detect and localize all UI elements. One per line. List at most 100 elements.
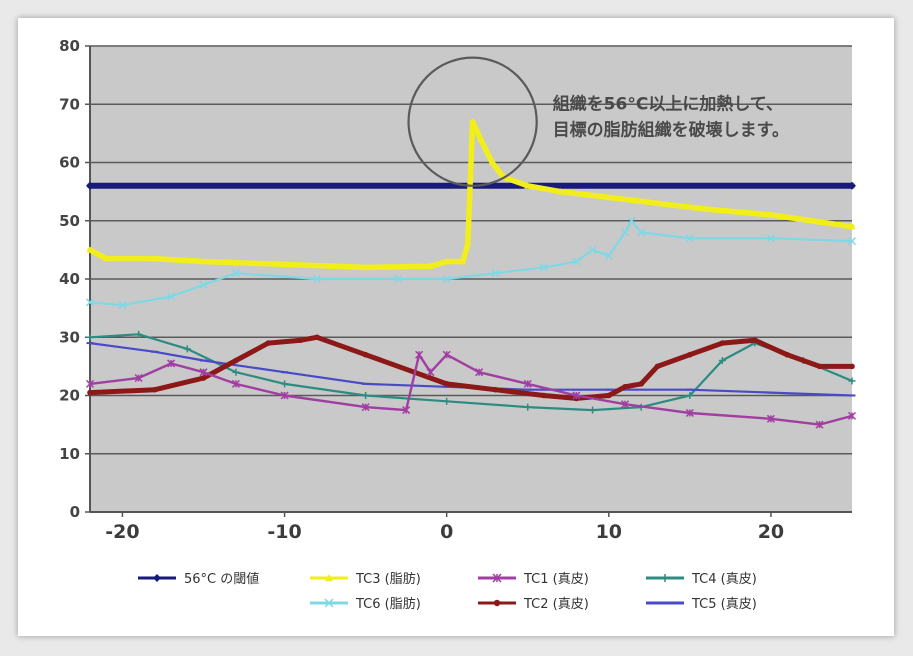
triangle-marker (199, 258, 207, 265)
triangle-marker (488, 159, 496, 166)
circle-marker (492, 386, 499, 393)
triangle-marker (281, 260, 289, 268)
y-tick-label: 30 (59, 328, 80, 346)
series-6 (86, 342, 856, 397)
plus-marker (281, 380, 289, 388)
triangle-marker (477, 135, 485, 142)
x-tick-label: -20 (105, 521, 139, 543)
plus-marker (686, 392, 694, 399)
plus-marker (232, 368, 240, 376)
x-marker (118, 301, 127, 310)
triangle-marker (848, 223, 856, 230)
triangle-marker (524, 182, 532, 189)
circle-marker (622, 383, 628, 390)
x-marker (637, 228, 646, 237)
star-marker (167, 359, 176, 368)
circle-marker (606, 392, 612, 399)
star-marker (426, 368, 435, 377)
x-marker (312, 274, 322, 284)
annotation-line: 組織を56°C以上に加熱して、 (553, 94, 783, 115)
x-marker (394, 274, 403, 284)
circle-marker (638, 381, 645, 387)
legend-item: 56°C の閾値 (138, 571, 259, 587)
triangle-marker (469, 118, 477, 125)
star-marker (815, 420, 824, 429)
circle-marker (784, 351, 790, 358)
x-tick-labels: -20 -10 0 10 20 (105, 512, 784, 543)
triangle-marker (443, 258, 451, 265)
x-marker (766, 234, 775, 243)
annotation-line: 目標の脂肪組織を破壊します。 (553, 120, 789, 141)
x-marker (167, 292, 176, 301)
legend-item: TC4 (真皮) (646, 572, 757, 587)
legend-item: TC1 (真皮) (478, 572, 589, 587)
plus-marker (661, 574, 669, 582)
triangle-marker (605, 193, 613, 201)
y-tick-label: 20 (59, 387, 80, 405)
x-marker (620, 228, 630, 237)
y-tick-label: 80 (59, 37, 80, 55)
y-tick-label: 0 (70, 503, 80, 521)
plus-marker (183, 345, 191, 353)
star-marker (280, 391, 289, 400)
y-tick-label: 70 (59, 95, 80, 113)
legend-label: TC4 (真皮) (691, 572, 757, 587)
x-tick-label: 20 (758, 521, 784, 543)
x-tick-label: 0 (440, 521, 453, 543)
x-marker (685, 234, 694, 243)
star-marker (685, 408, 694, 418)
legend-item: TC2 (真皮) (478, 597, 589, 612)
circle-marker (816, 363, 823, 370)
x-marker (627, 216, 636, 225)
triangle-marker (325, 574, 333, 582)
star-marker (523, 379, 532, 388)
star-marker (85, 379, 95, 388)
x-marker (199, 280, 208, 289)
x-marker (324, 598, 334, 608)
plus-marker (589, 406, 597, 414)
star-marker (492, 573, 502, 583)
triangle-marker (102, 255, 110, 262)
star-marker (134, 373, 143, 383)
triangle-marker (702, 205, 710, 212)
x-marker (231, 269, 240, 278)
circle-marker (297, 337, 304, 343)
y-tick-label: 10 (59, 445, 80, 463)
x-marker (539, 263, 548, 272)
series-1 (86, 118, 856, 271)
legend-label: TC5 (真皮) (691, 597, 757, 612)
legend-label: TC2 (真皮) (523, 597, 589, 612)
circle-marker (87, 389, 93, 396)
y-tick-label: 50 (59, 212, 80, 230)
plus-marker (718, 357, 726, 365)
legend: 56°C の閾値 TC3 (脂肪) TC1 (真皮) TC4 (真皮) TC6 (脂肪)… (138, 571, 757, 612)
highlight-circle (407, 56, 538, 187)
triangle-marker (464, 240, 472, 247)
plus-marker (524, 403, 532, 411)
gridlines (90, 45, 852, 455)
circle-marker (719, 340, 726, 346)
diamond-marker (86, 181, 94, 190)
circle-marker (687, 351, 693, 358)
star-marker (442, 350, 451, 359)
x-tick-label: -10 (267, 521, 301, 543)
star-marker (415, 350, 424, 359)
plus-marker (86, 333, 94, 341)
x-marker (85, 298, 95, 307)
star-marker (847, 411, 857, 420)
star-marker (475, 368, 484, 377)
star-marker (402, 406, 411, 415)
x-marker (572, 257, 581, 266)
circle-marker (751, 337, 758, 343)
plus-marker (443, 397, 451, 405)
star-marker (766, 414, 775, 423)
circle-marker (541, 392, 547, 399)
triangle-marker (556, 188, 564, 195)
x-marker (604, 251, 613, 260)
series-4 (85, 216, 857, 310)
legend-label: TC6 (脂肪) (355, 596, 421, 612)
circle-marker (200, 375, 207, 381)
star-marker (231, 379, 240, 388)
star-marker (199, 368, 208, 377)
